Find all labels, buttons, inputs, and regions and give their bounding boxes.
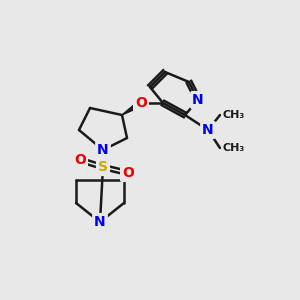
Text: N: N: [202, 123, 214, 137]
Text: N: N: [97, 143, 109, 157]
Text: CH₃: CH₃: [223, 143, 245, 153]
Text: O: O: [135, 96, 147, 110]
Text: N: N: [192, 93, 204, 107]
Text: CH₃: CH₃: [223, 110, 245, 120]
Polygon shape: [122, 100, 143, 115]
Text: O: O: [74, 153, 86, 167]
Text: N: N: [94, 215, 106, 229]
Text: S: S: [98, 160, 108, 174]
Text: O: O: [122, 166, 134, 180]
